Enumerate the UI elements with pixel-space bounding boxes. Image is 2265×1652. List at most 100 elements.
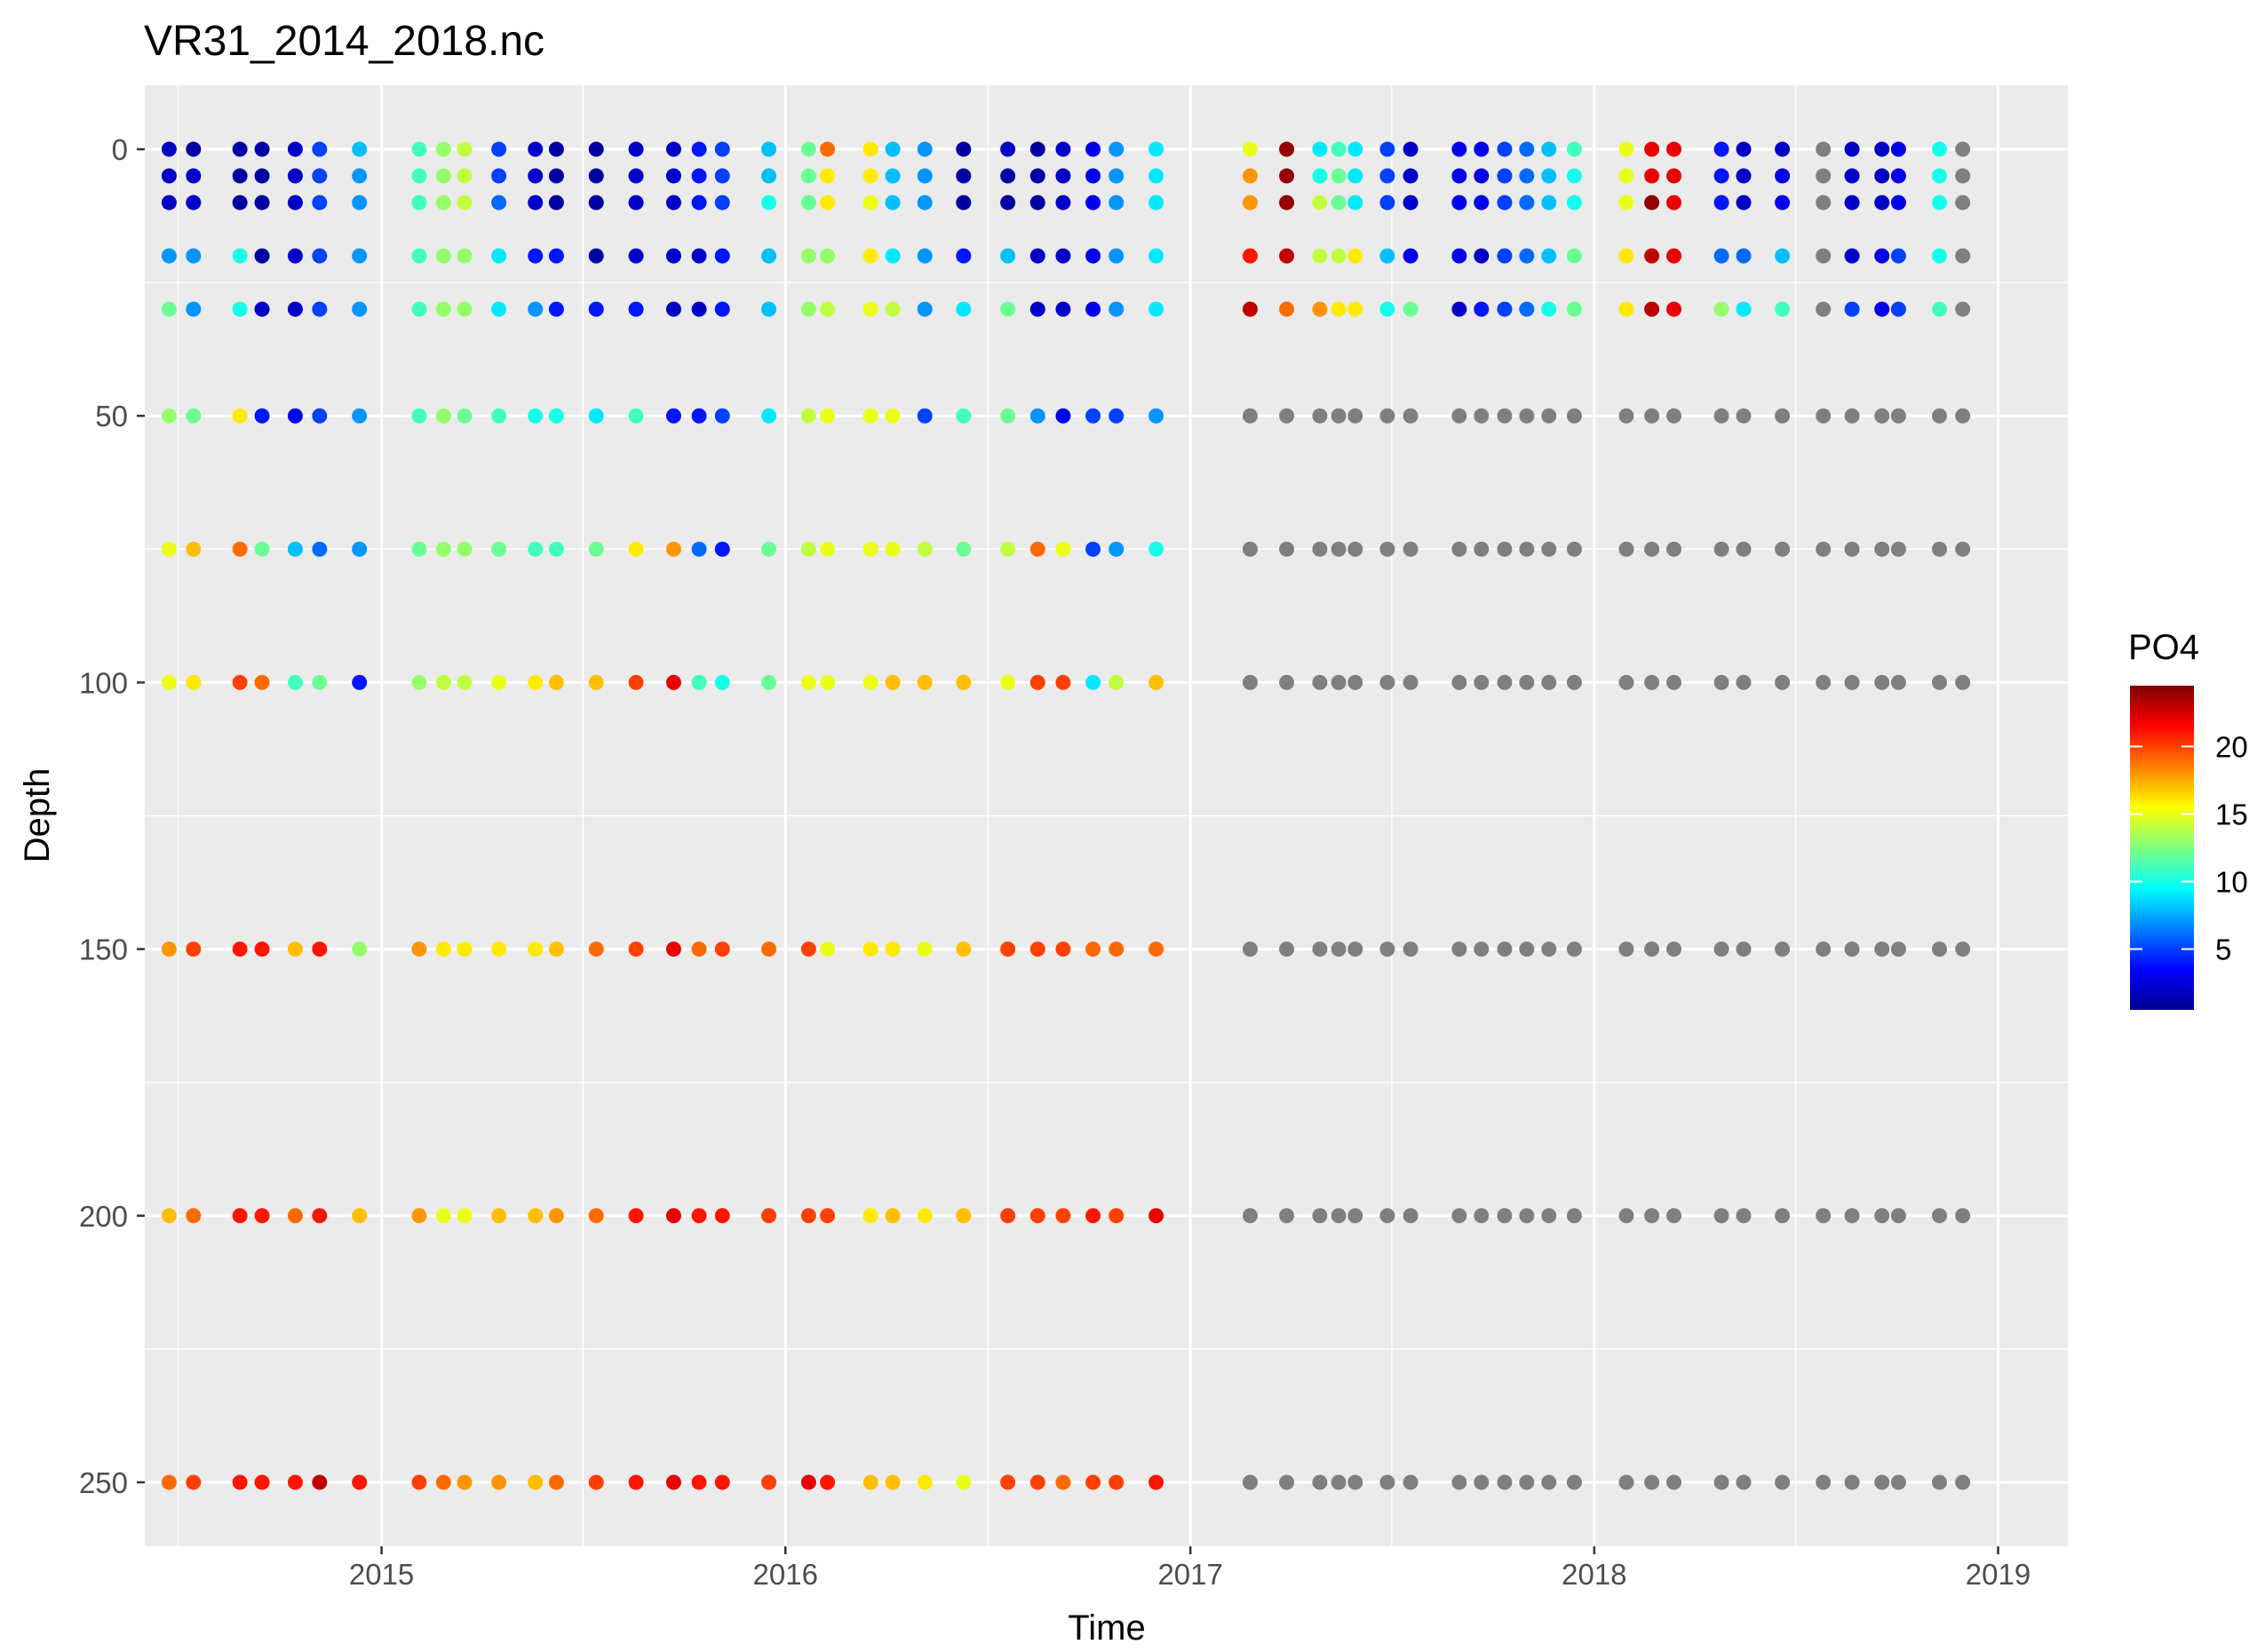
y-tick-label: 200 xyxy=(79,1200,128,1233)
data-point xyxy=(1029,248,1045,264)
data-point xyxy=(1644,168,1660,184)
data-point xyxy=(1874,1474,1890,1490)
data-point xyxy=(1474,541,1490,557)
data-point xyxy=(1816,408,1832,424)
y-tick-label: 100 xyxy=(79,666,128,699)
data-point xyxy=(1497,195,1513,210)
data-point xyxy=(956,1208,972,1224)
data-point xyxy=(1519,168,1535,184)
data-point xyxy=(1029,674,1045,690)
data-point xyxy=(254,941,270,957)
data-point xyxy=(691,674,707,690)
data-point xyxy=(665,301,681,317)
data-point xyxy=(665,674,681,690)
data-point xyxy=(1844,248,1860,264)
data-point xyxy=(1713,168,1729,184)
data-point xyxy=(1312,941,1328,957)
data-point xyxy=(1497,408,1513,424)
data-point xyxy=(885,541,901,557)
x-axis: 2015 2016 2017 2018 2019 xyxy=(349,1546,2031,1591)
data-point xyxy=(411,674,427,690)
data-point xyxy=(1955,195,1971,210)
data-point xyxy=(761,141,777,157)
data-point xyxy=(528,195,544,210)
data-point xyxy=(1055,301,1071,317)
data-point xyxy=(287,141,303,157)
data-point xyxy=(528,168,544,184)
data-point xyxy=(1775,408,1791,424)
data-point xyxy=(528,1208,544,1224)
data-point xyxy=(1279,674,1295,690)
data-points xyxy=(161,141,1971,1490)
data-point xyxy=(491,941,507,957)
data-point xyxy=(186,1208,202,1224)
data-point xyxy=(761,941,777,957)
data-point xyxy=(691,195,707,210)
data-point xyxy=(862,301,878,317)
data-point xyxy=(548,1474,564,1490)
data-point xyxy=(1713,408,1729,424)
data-point xyxy=(1519,195,1535,210)
data-point xyxy=(1403,1474,1419,1490)
data-point xyxy=(232,941,248,957)
data-point xyxy=(352,141,368,157)
data-point xyxy=(1713,301,1729,317)
data-point xyxy=(1312,195,1328,210)
data-point xyxy=(548,1208,564,1224)
data-point xyxy=(1000,168,1016,184)
data-point xyxy=(1242,941,1258,957)
data-point xyxy=(1331,674,1347,690)
data-point xyxy=(1085,301,1101,317)
data-point xyxy=(287,1474,303,1490)
data-point xyxy=(1618,248,1634,264)
data-point xyxy=(411,248,427,264)
data-point xyxy=(287,674,303,690)
data-point xyxy=(628,674,644,690)
data-point xyxy=(1618,1208,1634,1224)
data-point xyxy=(1644,141,1660,157)
data-point xyxy=(1890,301,1906,317)
data-point xyxy=(1541,195,1557,210)
data-point xyxy=(862,541,878,557)
data-point xyxy=(1844,408,1860,424)
data-point xyxy=(1029,141,1045,157)
data-point xyxy=(1890,248,1906,264)
data-point xyxy=(885,195,901,210)
data-point xyxy=(1816,301,1832,317)
data-point xyxy=(1844,168,1860,184)
data-point xyxy=(1844,941,1860,957)
data-point xyxy=(1347,195,1363,210)
data-point xyxy=(1497,248,1513,264)
data-point xyxy=(1541,408,1557,424)
data-point xyxy=(1955,168,1971,184)
data-point xyxy=(1618,941,1634,957)
data-point xyxy=(1331,1208,1347,1224)
data-point xyxy=(1242,168,1258,184)
data-point xyxy=(1403,248,1419,264)
data-point xyxy=(312,301,328,317)
data-point xyxy=(1109,408,1125,424)
data-point xyxy=(1644,248,1660,264)
data-point xyxy=(917,1474,933,1490)
data-point xyxy=(917,301,933,317)
data-point xyxy=(232,674,248,690)
data-point xyxy=(956,408,972,424)
data-point xyxy=(1736,1474,1752,1490)
data-point xyxy=(1331,1474,1347,1490)
data-point xyxy=(1874,1208,1890,1224)
data-point xyxy=(528,1474,544,1490)
data-point xyxy=(1541,1474,1557,1490)
data-point xyxy=(411,141,427,157)
data-point xyxy=(161,248,177,264)
data-point xyxy=(411,541,427,557)
data-point xyxy=(528,541,544,557)
y-tick-label: 0 xyxy=(112,133,128,166)
data-point xyxy=(161,141,177,157)
data-point xyxy=(411,941,427,957)
data-point xyxy=(1713,1208,1729,1224)
data-point xyxy=(1279,1208,1295,1224)
data-point xyxy=(1148,674,1164,690)
data-point xyxy=(1379,941,1395,957)
data-point xyxy=(1379,541,1395,557)
data-point xyxy=(820,248,836,264)
